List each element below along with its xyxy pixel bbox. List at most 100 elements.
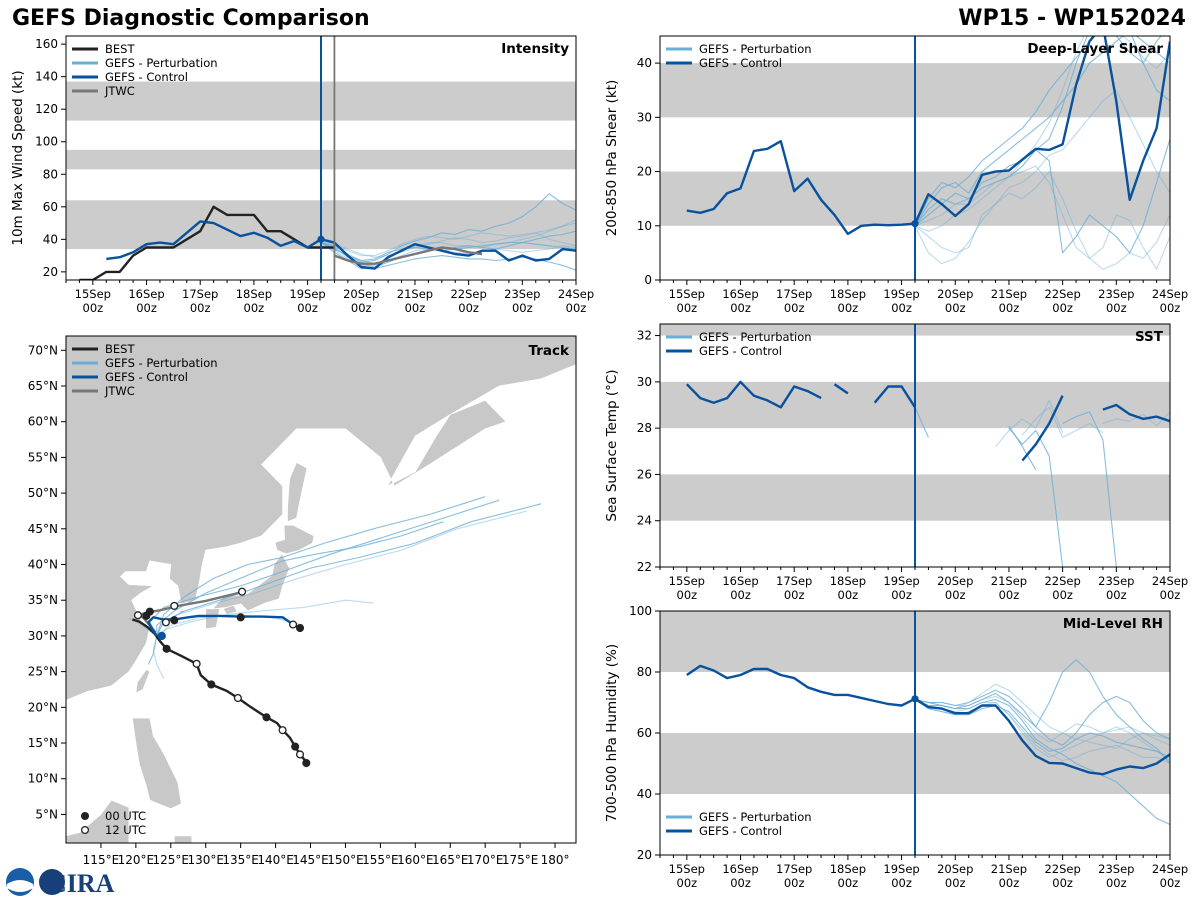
ensemble-member-line xyxy=(1062,411,1117,567)
x-tick-label: 20Sep xyxy=(937,574,973,588)
x-tick-label: 00z xyxy=(838,876,859,890)
legend-label: GEFS - Control xyxy=(699,344,782,358)
best-track-line xyxy=(132,618,308,764)
ensemble-member-line xyxy=(914,698,1170,761)
control-series-line xyxy=(686,139,916,236)
y-axis-label: 200-850 hPa Shear (kt) xyxy=(604,80,620,237)
x-tick-label: 19Sep xyxy=(883,287,919,301)
jtwc-track-marker xyxy=(133,611,143,620)
y-tick-label: 60 xyxy=(43,200,58,214)
x-tick-label: 00z xyxy=(512,301,533,315)
x-tick-label: 00z xyxy=(945,301,966,315)
figure-title: GEFS Diagnostic Comparison xyxy=(12,6,370,31)
y-tick-label: 80 xyxy=(637,665,652,679)
x-tick-label: 18Sep xyxy=(830,574,866,588)
x-tick-label: 00z xyxy=(1160,301,1181,315)
x-tick-label: 00z xyxy=(891,588,912,602)
y-tick-label: 100 xyxy=(35,135,58,149)
x-tick-label: 00z xyxy=(1160,876,1181,890)
ensemble-member-line xyxy=(914,165,1170,270)
x-tick-label: 00z xyxy=(838,301,859,315)
x-tick-label: 20Sep xyxy=(343,287,379,301)
x-tick-label: 00z xyxy=(83,301,104,315)
ensemble-member-line xyxy=(320,219,576,265)
land-polygon xyxy=(222,604,238,615)
best-track-marker xyxy=(302,758,311,768)
best-track-marker xyxy=(233,693,242,703)
x-tick-label: 00z xyxy=(784,876,805,890)
ensemble-member-line xyxy=(320,222,576,257)
cira-globe-icon xyxy=(39,869,65,895)
axes-frame xyxy=(65,335,577,844)
y-axis-label: 700-500 hPa Humidity (%) xyxy=(604,644,620,822)
x-tick-label: 19Sep xyxy=(289,287,325,301)
ensemble-track-line xyxy=(149,499,500,637)
x-tick-label: 00z xyxy=(1106,876,1127,890)
x-tick-label: 00z xyxy=(999,588,1020,602)
control-series-line xyxy=(1021,395,1064,462)
ensemble-member-line xyxy=(914,695,1170,746)
y-tick-label: 30 xyxy=(637,110,652,124)
best-track-marker xyxy=(278,726,287,735)
panel-title: Track xyxy=(529,343,570,359)
x-tick-label: 00z xyxy=(244,301,265,315)
panel-track: 115°E120°E125°E130°E135°E140°E145°E150°E… xyxy=(28,335,577,867)
x-tick-label: 00z xyxy=(566,301,587,315)
y-tick-label: 10 xyxy=(637,219,652,233)
x-tick-label: 00z xyxy=(190,301,211,315)
y-tick-label: 25°N xyxy=(28,665,58,679)
x-tick-label: 120°E xyxy=(118,853,155,867)
y-tick-label: 140 xyxy=(35,70,58,84)
ensemble-member-line xyxy=(320,242,576,262)
land-polygon xyxy=(131,717,182,810)
jtwc-track-marker xyxy=(145,607,154,616)
ensemble-track-line xyxy=(147,635,158,665)
x-tick-label: 130°E xyxy=(187,853,224,867)
jtwc-series-line xyxy=(333,246,483,265)
jtwc-track-marker xyxy=(170,601,179,610)
map-area xyxy=(66,336,576,843)
x-tick-label: 00z xyxy=(1052,301,1073,315)
x-tick-label: 00z xyxy=(999,301,1020,315)
x-tick-label: 00z xyxy=(730,588,751,602)
y-tick-label: 40 xyxy=(637,787,652,801)
ensemble-member-line xyxy=(914,36,1162,227)
best-track-marker xyxy=(192,659,201,668)
y-tick-label: 32 xyxy=(637,329,652,343)
x-tick-label: 00z xyxy=(1052,876,1073,890)
y-tick-label: 120 xyxy=(35,102,58,116)
x-tick-label: 23Sep xyxy=(1098,574,1134,588)
x-tick-label: 17Sep xyxy=(776,574,812,588)
x-tick-label: 23Sep xyxy=(1098,287,1134,301)
legend-label: 12 UTC xyxy=(105,823,146,837)
control-series-line xyxy=(913,36,1170,225)
cira-logo: CIRA xyxy=(4,866,116,902)
y-tick-label: 80 xyxy=(43,167,58,181)
legend-label: JTWC xyxy=(104,84,135,98)
control-series-line xyxy=(833,383,849,395)
best-track-marker xyxy=(207,680,216,689)
x-tick-label: 00z xyxy=(297,301,318,315)
x-tick-label: 00z xyxy=(677,876,698,890)
legend-label: GEFS - Control xyxy=(699,56,782,70)
ensemble-track-line xyxy=(156,521,444,636)
land-polygon xyxy=(274,524,315,555)
ensemble-member-line xyxy=(914,36,1170,227)
y-tick-label: 30°N xyxy=(28,629,58,643)
x-tick-label: 00z xyxy=(458,301,479,315)
x-tick-label: 00z xyxy=(1052,588,1073,602)
init-point-marker xyxy=(911,220,919,228)
x-tick-label: 21Sep xyxy=(991,574,1027,588)
legend-label: GEFS - Control xyxy=(699,824,782,838)
y-tick-label: 60 xyxy=(637,726,652,740)
x-tick-label: 15Sep xyxy=(669,574,705,588)
x-tick-label: 17Sep xyxy=(776,862,812,876)
panel-rh: 15Sep00z16Sep00z17Sep00z18Sep00z19Sep00z… xyxy=(604,604,1188,890)
x-tick-label: 18Sep xyxy=(830,287,866,301)
x-tick-label: 180° xyxy=(541,853,570,867)
legend-label: GEFS - Control xyxy=(105,70,188,84)
y-axis-label: Sea Surface Temp (°C) xyxy=(604,369,620,521)
panel-title: Intensity xyxy=(501,41,569,57)
x-tick-label: 21Sep xyxy=(991,862,1027,876)
